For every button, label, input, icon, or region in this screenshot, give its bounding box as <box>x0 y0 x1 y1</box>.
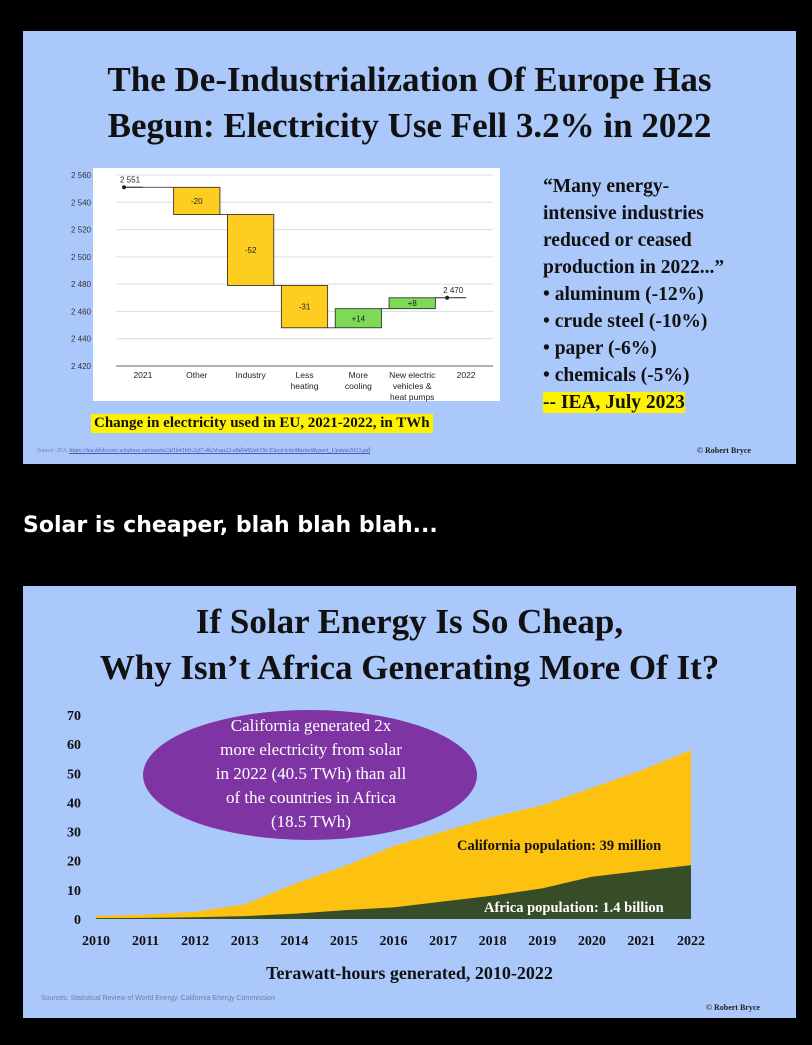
africa-area <box>96 865 691 919</box>
credit: © Robert Bryce <box>697 446 751 455</box>
y-tick-label: 2 420 <box>71 362 92 371</box>
x-tick-label: 2016 <box>380 934 408 949</box>
y-tick-label: 2 440 <box>71 335 92 344</box>
source-link[interactable]: https://iea.blob.core.windows.net/assets… <box>69 448 371 454</box>
quote-line: • chemicals (-5%) <box>543 365 690 386</box>
x-tick-label: Industry <box>236 370 267 380</box>
slide-de-industrialization: The De-Industrialization Of Europe Has B… <box>23 31 796 464</box>
callout-bubble <box>143 710 477 840</box>
x-tick-label: New electric <box>389 370 436 380</box>
quote-line: • aluminum (-12%) <box>543 284 704 305</box>
y-tick-label: 2 520 <box>71 226 92 235</box>
y-tick-label: 0 <box>74 913 81 928</box>
credit: © Robert Bryce <box>706 1003 760 1012</box>
y-tick-label: 2 480 <box>71 280 92 289</box>
y-tick-label: 50 <box>67 767 81 782</box>
sources-note: Sources: Statistical Review of World Ene… <box>41 995 275 1002</box>
x-tick-label: Other <box>186 370 207 380</box>
waterfall-bar <box>173 186 221 215</box>
data-label: -52 <box>245 246 257 255</box>
x-tick-label: 2022 <box>457 370 476 380</box>
data-label: -31 <box>299 303 311 312</box>
data-label: -20 <box>191 197 203 206</box>
x-tick-label: heating <box>291 381 319 391</box>
title-line-1: The De-Industrialization Of Europe Has <box>107 60 712 99</box>
source-label: Source: IEA, <box>37 448 68 454</box>
x-tick-label: cooling <box>345 381 372 391</box>
california-label: California population: 39 million <box>457 838 661 854</box>
x-tick-label: heat pumps <box>390 392 434 402</box>
callout-text: California generated 2x more electricity… <box>183 714 439 834</box>
x-tick-label: 2017 <box>429 934 457 949</box>
y-tick-label: 60 <box>67 738 81 753</box>
x-tick-label: 2020 <box>578 934 606 949</box>
africa-label: Africa population: 1.4 billion <box>484 900 664 916</box>
x-tick-label: Less <box>296 370 314 380</box>
area-chart: 0 10 20 30 40 50 60 70 2010 2011 2012 2013 2014 2015 2… <box>67 709 705 949</box>
y-tick-label: 40 <box>67 796 81 811</box>
x-tick-label: 2021 <box>133 370 152 380</box>
slide-title: The De-Industrialization Of Europe Has B… <box>23 57 796 149</box>
x-axis-title: Terawatt-hours generated, 2010-2022 <box>266 963 553 983</box>
y-tick-label: 20 <box>67 855 81 870</box>
slide-solar-africa: If Solar Energy Is So Cheap, Why Isn’t A… <box>23 586 796 1018</box>
x-tick-label: 2014 <box>280 934 308 949</box>
y-tick-label: 10 <box>67 884 81 899</box>
slide-title: If Solar Energy Is So Cheap, Why Isn’t A… <box>23 599 796 691</box>
callout-text-content: California generated 2x more electricity… <box>215 716 407 831</box>
title-line-2: Begun: Electricity Use Fell 3.2% in 2022 <box>107 106 712 145</box>
quote-lines: “Many energy-intensive industries reduced… <box>543 173 783 389</box>
quote-line: production in 2022...” <box>543 257 725 278</box>
california-area <box>96 749 691 919</box>
waterfall-bar <box>388 297 436 310</box>
x-tick-label: 2015 <box>330 934 358 949</box>
quote-line: • crude steel (-10%) <box>543 311 708 332</box>
x-tick-label: 2018 <box>479 934 507 949</box>
waterfall-chart: 2 420 2 440 2 460 2 480 2 500 2 520 2 540 2 560… <box>71 171 493 402</box>
y-tick-label: 70 <box>67 709 81 724</box>
data-label: +14 <box>352 314 366 323</box>
x-tick-label: 2019 <box>528 934 556 949</box>
title-line-1: If Solar Energy Is So Cheap, <box>195 602 624 641</box>
iea-quote: “Many energy-intensive industries reduced… <box>543 173 783 416</box>
quote-line: • paper (-6%) <box>543 338 657 359</box>
waterfall-bar <box>280 285 329 329</box>
x-tick-label: vehicles & <box>393 381 432 391</box>
x-tick-label: 2011 <box>132 934 159 949</box>
source-note: Source: IEA, https://iea.blob.core.windo… <box>37 448 370 454</box>
waterfall-bar <box>227 214 275 286</box>
data-label: 2 551 <box>120 175 141 184</box>
y-tick-label: 30 <box>67 826 81 841</box>
x-tick-label: 2010 <box>82 934 110 949</box>
data-label: 2 470 <box>443 286 464 295</box>
quote-attribution: -- IEA, July 2023 <box>543 392 685 413</box>
x-tick-label: 2021 <box>627 934 655 949</box>
x-tick-label: 2013 <box>231 934 259 949</box>
quote-line: intensive industries <box>543 203 704 224</box>
y-tick-label: 2 500 <box>71 253 92 262</box>
chart-caption: Change in electricity used in EU, 2021-2… <box>91 414 433 433</box>
section-heading: Solar is cheaper, blah blah blah... <box>23 513 438 538</box>
y-tick-label: 2 540 <box>71 198 92 207</box>
x-tick-label: 2022 <box>677 934 705 949</box>
y-tick-label: 2 560 <box>71 171 92 180</box>
waterfall-bar <box>334 308 382 329</box>
quote-line: “Many energy- <box>543 176 670 197</box>
title-line-2: Why Isn’t Africa Generating More Of It? <box>99 648 720 687</box>
data-label: +8 <box>408 299 418 308</box>
x-tick-label: 2012 <box>181 934 209 949</box>
y-tick-label: 2 460 <box>71 307 92 316</box>
quote-line: reduced or ceased <box>543 230 692 251</box>
x-tick-label: More <box>349 370 369 380</box>
